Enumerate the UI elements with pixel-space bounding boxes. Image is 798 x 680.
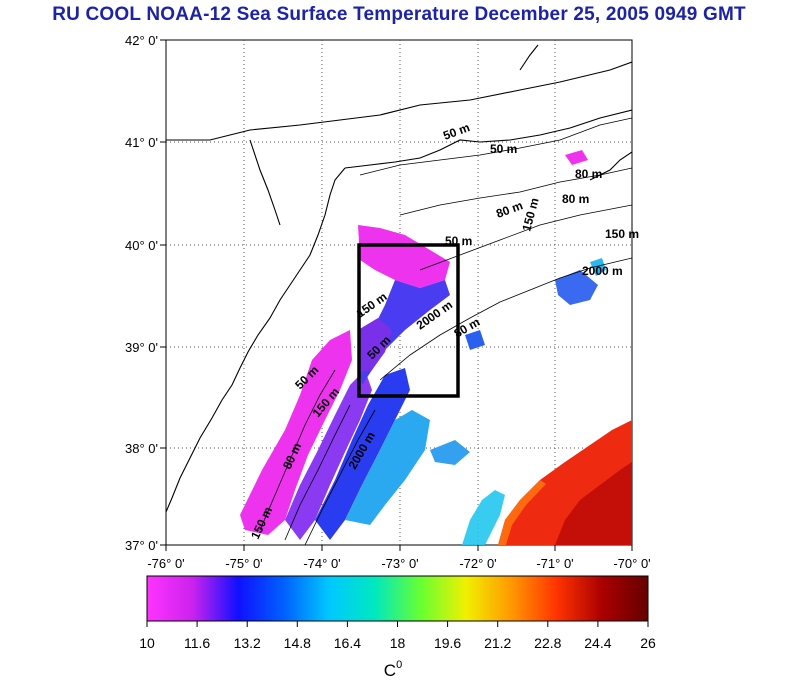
east-patch-cyan xyxy=(590,258,606,276)
colorbar-tick-label: 16.4 xyxy=(334,635,361,651)
lon-tick-label: -71° 0' xyxy=(536,556,573,571)
colorbar xyxy=(146,575,649,622)
lat-tick-label: 39° 0' xyxy=(125,340,158,355)
shelf-water-violet xyxy=(285,370,372,540)
lat-tick-label: 42° 0' xyxy=(125,33,158,48)
colorbar-tick-label: 11.6 xyxy=(184,635,210,651)
colorbar-tick-label: 19.6 xyxy=(434,635,461,651)
lon-tick-label: -76° 0' xyxy=(147,556,184,571)
contour-2000m xyxy=(379,257,632,381)
contour-label: 50 m xyxy=(445,234,472,248)
contour-80m xyxy=(399,167,632,216)
central-patch-violet xyxy=(358,318,392,372)
colorbar-tick-label: 26 xyxy=(640,635,656,651)
gulf-stream-edge xyxy=(498,480,546,545)
east-patch-blue-2 xyxy=(465,330,485,350)
colorbar-tick-label: 21.2 xyxy=(484,635,511,651)
colorbar-tick-label: 10 xyxy=(139,635,155,651)
contour-50m xyxy=(359,117,632,176)
contour-label: 50 m xyxy=(490,142,517,156)
colorbar-unit: C0 xyxy=(384,659,402,680)
colorbar-tick-label: 13.2 xyxy=(234,635,261,651)
shelf-water-cyan xyxy=(345,410,430,525)
contour-label: 2000 m xyxy=(582,264,623,278)
bathymetry-contours xyxy=(259,117,632,545)
colorbar-tick-label: 22.8 xyxy=(534,635,561,651)
colorbar-tick-label: 14.8 xyxy=(284,635,311,651)
lon-tick-label: -75° 0' xyxy=(225,556,262,571)
colorbar-tick-label: 18 xyxy=(390,635,406,651)
slope-water-cyan xyxy=(462,490,505,545)
sst-data-layer xyxy=(240,150,632,545)
map-title: RU COOL NOAA-12 Sea Surface Temperature … xyxy=(52,4,746,25)
longitude-labels: -76° 0' -75° 0' -74° 0' -73° 0' -72° 0' -71° … xyxy=(147,545,651,571)
contour-label: 80 m xyxy=(562,192,589,206)
lon-tick-label: -74° 0' xyxy=(303,556,340,571)
lat-tick-label: 37° 0' xyxy=(125,538,158,553)
shelf-water-blue xyxy=(315,368,410,540)
contour-label: 150 m xyxy=(605,227,639,241)
east-patch-magenta xyxy=(565,150,588,165)
east-patch-blue xyxy=(555,270,598,305)
lon-tick-label: -72° 0' xyxy=(459,556,496,571)
north-patch-magenta xyxy=(358,225,450,288)
mid-patch-cyan xyxy=(430,440,470,465)
lat-tick-label: 40° 0' xyxy=(125,238,158,253)
lat-tick-label: 41° 0' xyxy=(125,135,158,150)
colorbar-ticks: 10 11.6 13.2 14.8 16.4 18 19.6 21.2 22.8 24.4 26 xyxy=(139,621,656,651)
study-area-box xyxy=(357,243,460,398)
gulf-stream-hot-core xyxy=(555,462,632,545)
contour-label: 80 m xyxy=(575,167,602,181)
north-patch-blue xyxy=(358,280,450,385)
contour-shelf-south-2 xyxy=(284,404,351,541)
coastline xyxy=(166,44,632,513)
lon-tick-label: -73° 0' xyxy=(381,556,418,571)
contour-shelf-south-3 xyxy=(304,409,376,545)
contour-150m xyxy=(419,204,632,271)
lon-tick-label: -70° 0' xyxy=(613,556,650,571)
latitude-labels: 42° 0' 41° 0' 40° 0' 39° 0' 38° 0' 37° 0' xyxy=(125,33,166,553)
shelf-water-magenta-south xyxy=(240,330,352,535)
lat-tick-label: 38° 0' xyxy=(125,441,158,456)
contour-shelf-south xyxy=(259,369,336,531)
colorbar-tick-label: 24.4 xyxy=(584,635,611,651)
